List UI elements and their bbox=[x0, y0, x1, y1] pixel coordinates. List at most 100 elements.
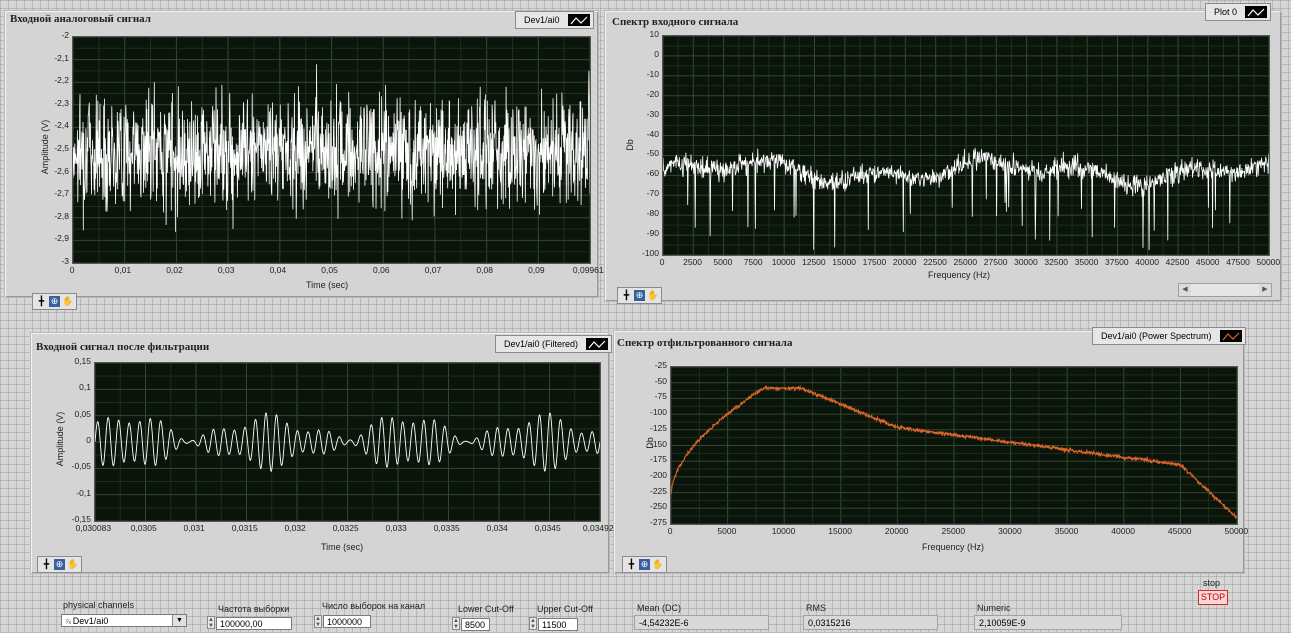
samples-spinner-icon[interactable]: ▲ ▼ bbox=[314, 615, 322, 628]
zoom-icon[interactable]: ⊕ bbox=[634, 290, 645, 301]
stop-button[interactable]: STOP bbox=[1198, 590, 1228, 605]
input-spectrum-plot[interactable] bbox=[662, 35, 1270, 256]
filtered-signal-title: Входной сигнал после фильтрации bbox=[36, 341, 210, 353]
y-tick-label: -0,05 bbox=[71, 461, 91, 472]
pan-hand-icon[interactable]: ✋ bbox=[647, 290, 659, 300]
x-tick-label: 27500 bbox=[983, 257, 1008, 267]
cursor-move-icon[interactable]: ╋ bbox=[38, 296, 45, 306]
y-tick-label: -2,8 bbox=[54, 210, 69, 221]
y-tick-label: -100 bbox=[641, 248, 659, 258]
samples-per-channel-input[interactable]: 1000000 bbox=[323, 615, 371, 628]
y-tick-label: -225 bbox=[649, 485, 667, 496]
filtered-spectrum-xlabel: Frequency (Hz) bbox=[922, 542, 985, 552]
zoom-icon[interactable]: ⊕ bbox=[54, 559, 65, 570]
y-tick-label: -10 bbox=[646, 68, 659, 79]
scroll-left-icon[interactable]: ◀ bbox=[1179, 284, 1191, 296]
filtered-signal-plot[interactable] bbox=[94, 362, 601, 522]
cursor-move-icon[interactable]: ╋ bbox=[623, 290, 630, 300]
x-tick-label: 0,032 bbox=[284, 523, 306, 533]
y-tick-label: -2 bbox=[61, 30, 69, 40]
x-tick-label: 50000 bbox=[1256, 257, 1281, 267]
spectrum-scrollbar[interactable]: ◀ ▶ bbox=[1178, 283, 1272, 297]
x-tick-label: 30000 bbox=[998, 526, 1022, 536]
sample-rate-input[interactable]: 100000,00 bbox=[216, 617, 292, 630]
legend-label: Dev1/ai0 (Power Spectrum) bbox=[1101, 331, 1212, 341]
x-tick-label: 0,033 bbox=[385, 523, 407, 533]
y-tick-label: -40 bbox=[646, 128, 659, 139]
x-tick-label: 2500 bbox=[683, 257, 703, 267]
physical-channels-select[interactable]: ⅞ Dev1/ai0 ▼ bbox=[61, 614, 187, 627]
x-tick-label: 42500 bbox=[1165, 257, 1190, 267]
y-tick-label: -200 bbox=[649, 469, 667, 480]
zoom-icon[interactable]: ⊕ bbox=[639, 559, 650, 570]
legend-label: Dev1/ai0 bbox=[524, 15, 560, 25]
pan-hand-icon[interactable]: ✋ bbox=[62, 296, 74, 306]
y-tick-label: -50 bbox=[654, 375, 667, 386]
x-tick-label: 0,04 bbox=[269, 265, 287, 275]
filtered-spectrum-plot[interactable] bbox=[670, 366, 1238, 525]
x-tick-label: 50000 bbox=[1224, 526, 1249, 536]
x-tick-label: 0,030083 bbox=[75, 523, 112, 533]
graph-palette-1[interactable]: ╋ ⊕ ✋ bbox=[32, 293, 77, 310]
y-tick-label: -125 bbox=[649, 422, 667, 433]
x-tick-label: 0 bbox=[659, 257, 665, 267]
y-tick-label: -2,3 bbox=[54, 97, 69, 108]
x-tick-label: 5000 bbox=[713, 257, 733, 267]
lower-cutoff-spinner-icon[interactable]: ▲ ▼ bbox=[452, 617, 460, 630]
x-tick-label: 17500 bbox=[862, 257, 887, 267]
graph-palette-4[interactable]: ╋ ⊕ ✋ bbox=[622, 556, 667, 573]
graph-palette-3[interactable]: ╋ ⊕ ✋ bbox=[37, 556, 82, 573]
pan-hand-icon[interactable]: ✋ bbox=[67, 559, 79, 569]
x-tick-label: 45000 bbox=[1167, 526, 1192, 536]
x-tick-label: 12500 bbox=[802, 257, 826, 267]
y-tick-label: -275 bbox=[649, 517, 667, 527]
x-tick-label: 0,034 bbox=[486, 523, 508, 533]
input-spectrum-legend[interactable]: Plot 0 bbox=[1205, 3, 1272, 21]
x-tick-label: 20000 bbox=[884, 526, 909, 536]
x-tick-label: 0,09 bbox=[528, 265, 545, 275]
pan-hand-icon[interactable]: ✋ bbox=[652, 559, 664, 569]
lower-cutoff-input[interactable]: 8500 bbox=[461, 618, 490, 631]
x-tick-label: 0,031 bbox=[183, 523, 205, 533]
input-spectrum-trace bbox=[663, 147, 1269, 251]
filtered-signal-trace bbox=[95, 412, 600, 472]
cursor-move-icon[interactable]: ╋ bbox=[43, 559, 50, 569]
graph-palette-2[interactable]: ╋ ⊕ ✋ bbox=[617, 287, 662, 304]
x-tick-label: 40000 bbox=[1135, 257, 1159, 267]
filtered-spectrum-legend[interactable]: Dev1/ai0 (Power Spectrum) bbox=[1092, 327, 1246, 345]
upper-cutoff-label: Upper Cut-Off bbox=[537, 604, 593, 614]
x-tick-label: 0,0345 bbox=[534, 523, 561, 533]
y-tick-label: -25 bbox=[654, 360, 667, 370]
y-tick-label: 10 bbox=[649, 29, 659, 39]
trace-line-icon bbox=[1245, 6, 1268, 18]
upper-cutoff-input[interactable]: 11500 bbox=[538, 618, 578, 631]
scroll-right-icon[interactable]: ▶ bbox=[1259, 284, 1271, 296]
legend-label: Plot 0 bbox=[1214, 7, 1238, 17]
input-signal-legend[interactable]: Dev1/ai0 bbox=[515, 11, 594, 29]
x-tick-label: 0,06 bbox=[373, 265, 390, 275]
input-spectrum-ylabel: Db bbox=[625, 139, 635, 151]
filtered-signal-ylabel: Amplitude (V) bbox=[55, 411, 65, 467]
x-tick-label: 5000 bbox=[717, 526, 737, 536]
filtered-spectrum-trace bbox=[671, 384, 1237, 520]
cursor-move-icon[interactable]: ╋ bbox=[628, 559, 635, 569]
filtered-signal-legend[interactable]: Dev1/ai0 (Filtered) bbox=[495, 335, 613, 353]
y-tick-label: -2,9 bbox=[54, 233, 69, 244]
y-tick-label: -30 bbox=[646, 108, 659, 119]
y-tick-label: -3 bbox=[61, 256, 69, 266]
x-tick-label: 20000 bbox=[892, 257, 917, 267]
input-signal-trace bbox=[73, 64, 590, 232]
filtered-signal-xlabel: Time (sec) bbox=[321, 542, 364, 552]
input-signal-plot[interactable] bbox=[72, 36, 591, 264]
input-signal-title: Входной аналоговый сигнал bbox=[10, 13, 151, 25]
mean-dc-indicator: -4,54232E-6 bbox=[634, 615, 769, 630]
trace-line-icon bbox=[567, 14, 590, 26]
zoom-icon[interactable]: ⊕ bbox=[49, 296, 60, 307]
dropdown-arrow-icon[interactable]: ▼ bbox=[172, 615, 186, 626]
upper-cutoff-spinner-icon[interactable]: ▲ ▼ bbox=[529, 617, 537, 630]
x-tick-label: 0 bbox=[69, 265, 75, 275]
x-tick-label: 0,03492 bbox=[582, 523, 614, 533]
sample-rate-spinner-icon[interactable]: ▲ ▼ bbox=[207, 616, 215, 629]
sample-rate-label: Частота выборки bbox=[218, 604, 290, 614]
io-icon: ⅞ bbox=[65, 619, 73, 626]
